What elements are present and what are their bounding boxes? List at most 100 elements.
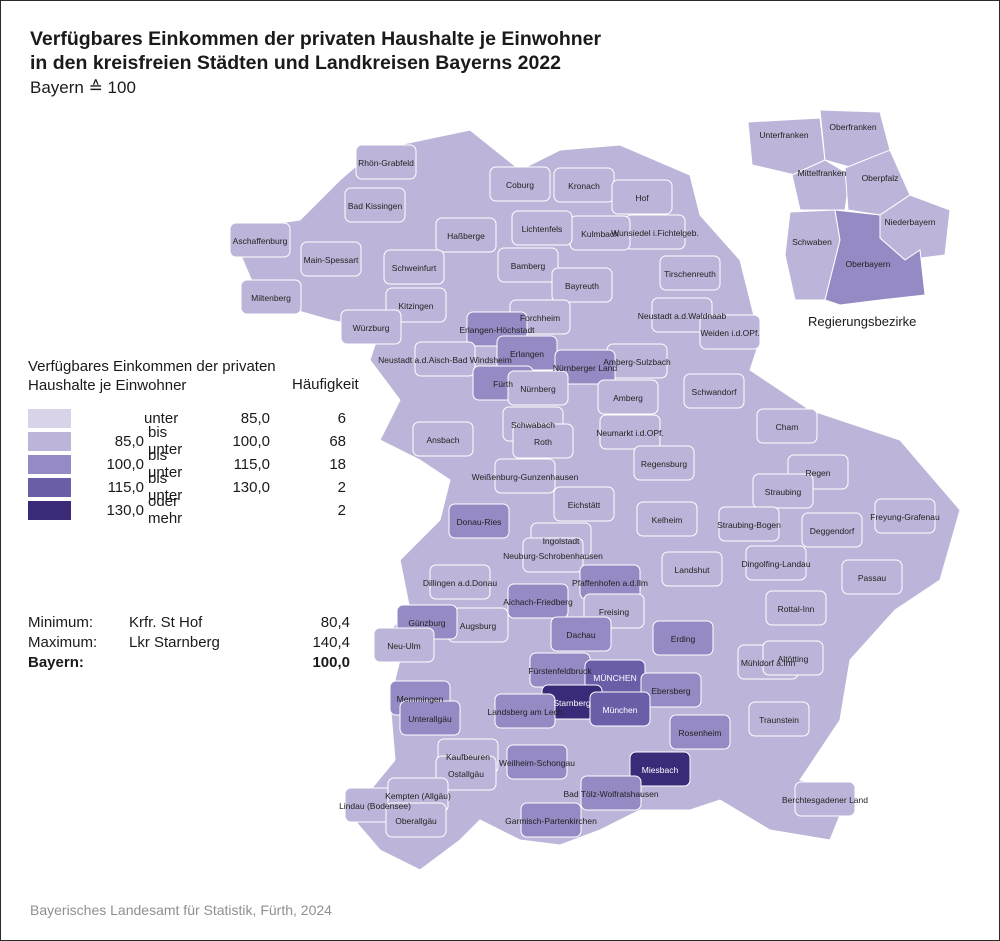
district-label: Neuburg-Schrobenhausen (503, 551, 603, 561)
title-line-1: Verfügbares Einkommen der privaten Haush… (30, 28, 602, 50)
inset-label-unterfranken: Unterfranken (759, 130, 808, 140)
stat-minimum-name: Krfr. St Hof (129, 614, 203, 631)
district-label: Würzburg (353, 323, 390, 333)
legend-from-2: 85,0 (114, 432, 144, 450)
district-cell (240, 279, 302, 315)
source-note: Bayerisches Landesamt für Statistik, Für… (30, 902, 332, 918)
district-label: Mühldorf a.Inn (741, 658, 796, 668)
district-cell (801, 512, 863, 548)
inset-label-schwaben: Schwaben (792, 237, 832, 247)
district-label: Regen (805, 468, 830, 478)
district-label: Ingolstadt (543, 536, 580, 546)
district-label: Rhön-Grabfeld (358, 158, 414, 168)
stat-bayern-value: 100,0 (312, 654, 350, 671)
legend-from-4: 115,0 (107, 478, 144, 496)
stat-bayern: Bayern: 100,0 (28, 654, 358, 674)
district-label: Neustadt a.d.Aisch-Bad Windsheim (378, 355, 512, 365)
inset-oberbayern (824, 209, 926, 306)
legend-title-line-2: Haushalte je Einwohner (28, 377, 187, 394)
district-cell (507, 370, 569, 406)
district-label: Weiden i.d.OPf. (700, 328, 759, 338)
district-cell (611, 179, 673, 215)
legend-op-4: bis unter (148, 470, 183, 504)
district-label: München (603, 705, 638, 715)
district-cell (718, 506, 780, 542)
inset-caption: Regierungsbezirke (808, 314, 917, 329)
district-label: Forchheim (520, 313, 560, 323)
legend-swatch-5 (28, 500, 71, 520)
district-cell (497, 247, 559, 283)
legend-from-5: 130,0 (106, 501, 144, 519)
legend-count-4: 2 (337, 478, 346, 496)
district-cell (511, 210, 573, 246)
district-cell (550, 616, 612, 652)
district-label: Pfaffenhofen a.d.Ilm (572, 578, 648, 588)
district-cell (554, 349, 616, 385)
map-subtitle: Bayern ≙ 100 (30, 78, 136, 97)
district-cell (512, 423, 574, 459)
district-label: Main-Spessart (304, 255, 359, 265)
district-cell (659, 255, 721, 291)
district-label: Weilheim-Schongau (499, 758, 575, 768)
district-label: Lichtenfels (522, 224, 563, 234)
district-label: Kronach (568, 181, 600, 191)
district-cell (683, 373, 745, 409)
legend-frequency-header: Häufigkeit (292, 376, 359, 393)
district-cell (633, 445, 695, 481)
district-cell (435, 755, 497, 791)
legend-to-2: 100,0 (232, 432, 270, 450)
legend-title: Verfügbares Einkommen der privaten Haush… (28, 357, 276, 395)
district-label: Hof (635, 193, 649, 203)
district-label: Bad Kissingen (348, 201, 403, 211)
district-label: Rosenheim (679, 728, 722, 738)
district-label: Erlangen (510, 349, 544, 359)
district-cell (597, 379, 659, 415)
district-label: Bad Tölz-Wolfratshausen (563, 789, 658, 799)
inset-label-mittelfranken: Mittelfranken (798, 168, 847, 178)
legend-op-3: bis unter (148, 447, 183, 481)
legend-row-4: 115,0 bis unter 130,0 2 (28, 470, 346, 504)
district-label: Lindau (Bodensee) (339, 801, 411, 811)
district-label: Ebersberg (651, 686, 690, 696)
district-label: Erlangen-Höchstadt (459, 325, 535, 335)
stat-maximum-label: Maximum: (28, 634, 98, 651)
legend-op-5: oder mehr (148, 493, 183, 527)
district-label: Rottal-Inn (778, 604, 815, 614)
district-cell (748, 701, 810, 737)
legend-count-5: 2 (337, 501, 346, 519)
legend-to-4: 130,0 (232, 478, 270, 496)
inset-map: Unterfranken Oberfranken Mittelfranken O… (747, 109, 951, 306)
district-label: Oberallgäu (395, 816, 437, 826)
district-cell (520, 802, 582, 838)
district-cell (229, 222, 291, 258)
district-cell (399, 700, 461, 736)
district-label: Amberg (613, 393, 643, 403)
district-cell (841, 559, 903, 595)
district-label: Cham (776, 422, 799, 432)
district-label: Dingolfing-Landau (742, 559, 811, 569)
district-label: MÜNCHEN (593, 673, 636, 683)
district-cell (640, 672, 702, 708)
district-label: Miltenberg (251, 293, 291, 303)
district-cell (300, 241, 362, 277)
stat-maximum-value: 140,4 (312, 634, 350, 651)
district-label: Wunsiedel i.Fichtelgeb. (611, 228, 699, 238)
district-label: Nürnberg (520, 384, 556, 394)
district-label: Dillingen a.d.Donau (423, 578, 497, 588)
district-label: Unterallgäu (408, 714, 452, 724)
district-cell (448, 503, 510, 539)
inset-label-niederbayern: Niederbayern (884, 217, 935, 227)
district-label: Straubing-Bogen (717, 520, 781, 530)
district-cell (507, 583, 569, 619)
legend-title-line-1: Verfügbares Einkommen der privaten (28, 358, 276, 375)
district-label: Eichstätt (568, 500, 601, 510)
district-cell (373, 627, 435, 663)
district-label: Roth (534, 437, 552, 447)
district-labels: Rhön-Grabfeld Bad Kissingen Coburg Kronach H… (233, 158, 940, 826)
stat-bayern-label: Bayern: (28, 654, 84, 671)
stat-maximum-name: Lkr Starnberg (129, 634, 220, 651)
district-label: Regensburg (641, 459, 688, 469)
inset-label-oberpfalz: Oberpfalz (862, 173, 899, 183)
inset-label-oberbayern: Oberbayern (846, 259, 891, 269)
legend-count-3: 18 (329, 455, 346, 473)
